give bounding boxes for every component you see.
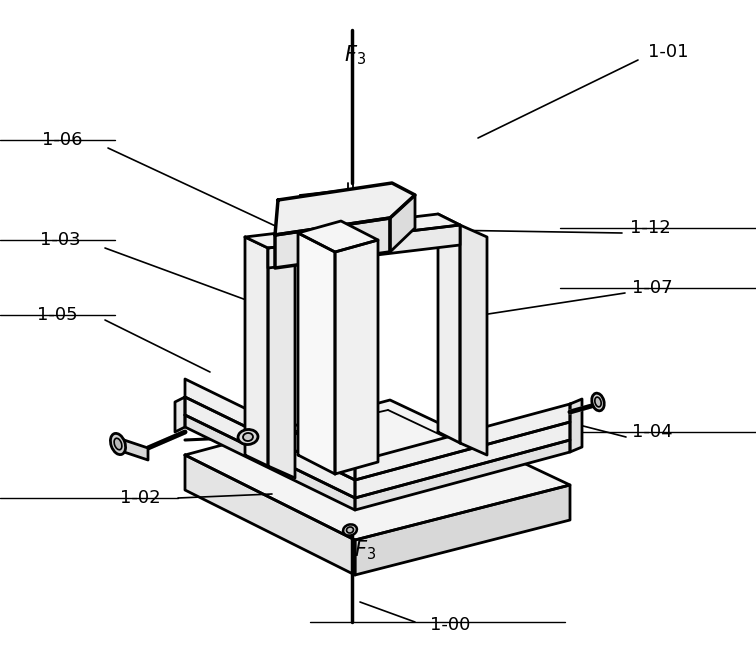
Text: 1-03: 1-03 bbox=[39, 231, 80, 249]
Text: 1-06: 1-06 bbox=[42, 131, 82, 149]
Polygon shape bbox=[268, 248, 295, 478]
Ellipse shape bbox=[595, 397, 601, 407]
Ellipse shape bbox=[238, 430, 258, 445]
Polygon shape bbox=[185, 400, 570, 540]
Polygon shape bbox=[275, 183, 415, 235]
Ellipse shape bbox=[110, 434, 125, 455]
Text: 1-04: 1-04 bbox=[632, 423, 673, 441]
Text: $F_3$: $F_3$ bbox=[344, 43, 366, 67]
Polygon shape bbox=[298, 233, 335, 474]
Polygon shape bbox=[570, 399, 582, 452]
Ellipse shape bbox=[592, 393, 604, 411]
Ellipse shape bbox=[343, 524, 357, 535]
Polygon shape bbox=[355, 422, 570, 498]
Polygon shape bbox=[275, 218, 390, 268]
Polygon shape bbox=[245, 237, 268, 466]
Text: 1-12: 1-12 bbox=[630, 219, 671, 237]
Polygon shape bbox=[335, 240, 378, 474]
Polygon shape bbox=[245, 214, 460, 248]
Polygon shape bbox=[355, 404, 570, 480]
Text: 1-07: 1-07 bbox=[632, 279, 673, 297]
Polygon shape bbox=[185, 397, 355, 498]
Polygon shape bbox=[268, 225, 460, 268]
Ellipse shape bbox=[114, 438, 122, 450]
Text: 1-01: 1-01 bbox=[648, 43, 689, 61]
Polygon shape bbox=[185, 415, 355, 510]
Ellipse shape bbox=[243, 433, 253, 441]
Polygon shape bbox=[355, 440, 570, 510]
Text: 1-00: 1-00 bbox=[430, 616, 470, 634]
Polygon shape bbox=[185, 379, 355, 480]
Text: 1-02: 1-02 bbox=[119, 489, 160, 507]
Polygon shape bbox=[355, 485, 570, 575]
Polygon shape bbox=[185, 455, 355, 575]
Polygon shape bbox=[175, 397, 185, 432]
Polygon shape bbox=[390, 195, 415, 252]
Text: $F_3$: $F_3$ bbox=[354, 538, 376, 562]
Text: 1-05: 1-05 bbox=[37, 306, 77, 324]
Polygon shape bbox=[298, 221, 378, 252]
Polygon shape bbox=[460, 225, 487, 455]
Polygon shape bbox=[438, 214, 460, 443]
Ellipse shape bbox=[346, 527, 354, 533]
Polygon shape bbox=[118, 438, 148, 460]
